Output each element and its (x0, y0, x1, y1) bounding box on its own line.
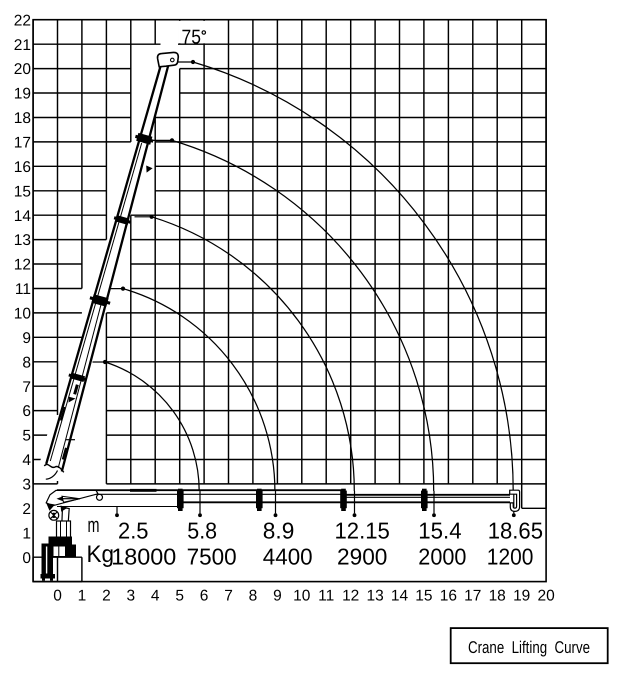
svg-text:12: 12 (14, 257, 31, 274)
svg-text:m: m (88, 514, 100, 537)
svg-text:1200: 1200 (487, 544, 534, 570)
svg-text:17: 17 (14, 135, 31, 152)
svg-text:13: 13 (14, 232, 31, 249)
svg-text:2: 2 (102, 588, 111, 605)
svg-text:19: 19 (513, 588, 530, 605)
svg-text:6: 6 (22, 403, 31, 420)
svg-text:0: 0 (53, 588, 62, 605)
svg-text:18: 18 (489, 588, 506, 605)
svg-text:19: 19 (14, 86, 31, 103)
svg-text:20: 20 (14, 61, 32, 78)
svg-text:15: 15 (415, 588, 432, 605)
svg-text:18000: 18000 (111, 544, 176, 570)
svg-text:3: 3 (22, 477, 31, 494)
svg-text:5: 5 (22, 428, 31, 445)
svg-text:8.9: 8.9 (263, 517, 295, 543)
svg-text:15.4: 15.4 (418, 517, 462, 543)
svg-text:6: 6 (200, 588, 209, 605)
svg-text:12: 12 (342, 588, 359, 605)
svg-text:0: 0 (22, 550, 31, 567)
svg-text:14: 14 (14, 208, 32, 225)
svg-text:2900: 2900 (337, 544, 387, 570)
svg-text:2: 2 (22, 501, 31, 518)
svg-text:11: 11 (15, 281, 31, 298)
svg-text:9: 9 (22, 330, 31, 347)
svg-text:10: 10 (293, 588, 311, 605)
svg-text:8: 8 (22, 354, 31, 371)
svg-text:18: 18 (14, 110, 31, 127)
svg-text:75: 75 (182, 27, 202, 49)
svg-text:2.5: 2.5 (118, 517, 149, 543)
svg-text:17: 17 (464, 588, 481, 605)
svg-text:1: 1 (22, 525, 31, 542)
svg-text:7500: 7500 (187, 544, 237, 570)
svg-text:Crane Lifting Curve: Crane Lifting Curve (468, 638, 590, 657)
svg-text:16: 16 (14, 159, 31, 176)
svg-text:21: 21 (14, 37, 31, 54)
svg-text:18.65: 18.65 (488, 517, 543, 543)
svg-text:7: 7 (224, 588, 233, 605)
svg-text:4400: 4400 (263, 544, 313, 570)
svg-text:8: 8 (249, 588, 258, 605)
svg-text:4: 4 (22, 452, 31, 469)
svg-text:Kg: Kg (87, 541, 115, 568)
svg-text:1: 1 (78, 588, 87, 605)
svg-text:4: 4 (151, 588, 160, 605)
svg-text:11: 11 (318, 588, 334, 605)
svg-text:13: 13 (366, 588, 383, 605)
svg-text:12.15: 12.15 (335, 517, 390, 543)
svg-text:20: 20 (537, 588, 555, 605)
svg-text:7: 7 (22, 379, 31, 396)
svg-text:15: 15 (14, 183, 31, 200)
svg-text:16: 16 (440, 588, 457, 605)
svg-text:5: 5 (175, 588, 184, 605)
svg-text:3: 3 (126, 588, 135, 605)
svg-text:2000: 2000 (418, 544, 466, 570)
svg-text:5.8: 5.8 (187, 517, 217, 543)
svg-text:10: 10 (14, 306, 32, 323)
svg-text:9: 9 (273, 588, 282, 605)
svg-text:14: 14 (391, 588, 409, 605)
svg-text:22: 22 (14, 12, 31, 29)
